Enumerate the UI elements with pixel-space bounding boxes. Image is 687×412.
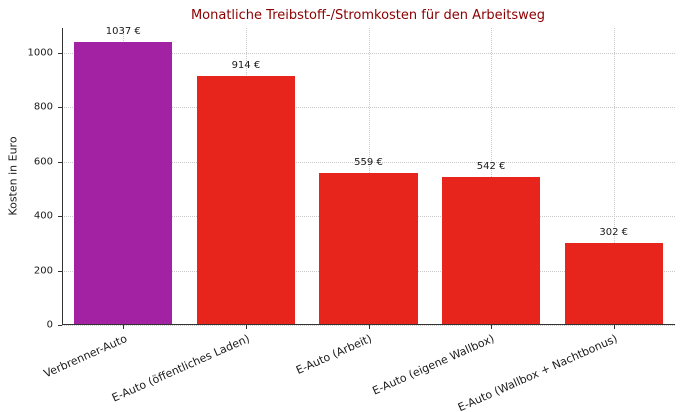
bar-value-label: 302 € bbox=[599, 226, 629, 238]
y-tick-mark bbox=[58, 325, 62, 326]
y-tick-label: 200 bbox=[33, 265, 53, 276]
bar-value-label: 542 € bbox=[476, 161, 506, 173]
plot-area: 1037 € 914 € 559 € 542 € 302 € 0 200 400 600 800 1… bbox=[28, 26, 675, 412]
bar bbox=[196, 75, 295, 325]
y-tick-mark bbox=[58, 270, 62, 272]
y-tick-mark bbox=[58, 161, 62, 163]
y-axis-line bbox=[62, 28, 63, 325]
x-tick-mark bbox=[245, 325, 247, 329]
bar-value-label: 914 € bbox=[231, 59, 261, 71]
y-tick-label: 800 bbox=[33, 101, 53, 113]
bar bbox=[319, 172, 418, 325]
y-tick-mark bbox=[58, 52, 62, 54]
x-tick-label: E-Auto (öffentliches Laden) bbox=[109, 332, 252, 405]
y-tick-label: 600 bbox=[33, 156, 53, 167]
bar-value-label: 1037 € bbox=[105, 26, 141, 38]
x-axis-line bbox=[62, 324, 675, 325]
y-tick-label: 1000 bbox=[27, 47, 53, 59]
y-tick-mark bbox=[58, 216, 62, 217]
x-tick-label: Verbrenner-Auto bbox=[41, 332, 129, 381]
y-tick-label: 400 bbox=[33, 210, 53, 222]
x-tick-mark bbox=[491, 325, 493, 329]
x-tick-mark bbox=[368, 325, 370, 329]
x-tick-mark bbox=[613, 325, 615, 329]
y-tick-label: 0 bbox=[46, 319, 53, 331]
x-gridline bbox=[613, 28, 615, 325]
x-tick-mark bbox=[123, 325, 125, 329]
y-axis-label: Kosten in Euro bbox=[6, 136, 20, 216]
bar bbox=[442, 177, 541, 325]
bar bbox=[564, 242, 663, 325]
y-tick-mark bbox=[58, 107, 62, 109]
bar bbox=[74, 42, 173, 325]
x-tick-label: E-Auto (Arbeit) bbox=[294, 332, 374, 378]
x-gridline bbox=[491, 28, 493, 325]
x-tick-label: E-Auto (eigene Wallbox) bbox=[370, 332, 497, 398]
bar-value-label: 559 € bbox=[354, 156, 383, 168]
chart-title: Monatliche Treibstoff-/Stromkosten für d… bbox=[190, 8, 546, 23]
